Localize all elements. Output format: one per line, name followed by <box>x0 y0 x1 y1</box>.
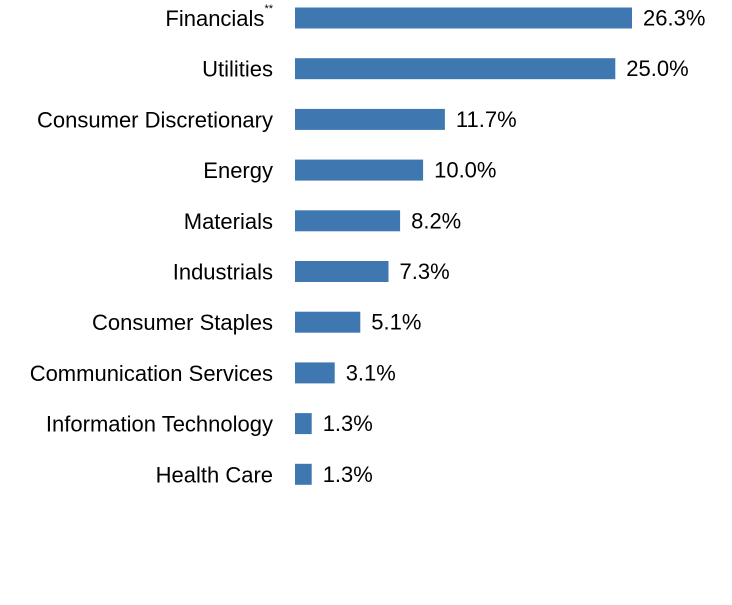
category-label-materials: Materials <box>184 208 273 233</box>
value-label-consumer-staples: 5.1% <box>371 310 421 335</box>
category-label-utilities: Utilities <box>202 56 273 81</box>
bar-industrials <box>295 261 389 282</box>
value-label-energy: 10.0% <box>434 158 496 183</box>
value-label-industrials: 7.3% <box>400 259 450 284</box>
value-label-utilities: 25.0% <box>626 56 688 81</box>
category-label-industrials: Industrials <box>173 259 273 284</box>
value-label-materials: 8.2% <box>411 208 461 233</box>
bar-consumer-discretionary <box>295 108 445 130</box>
value-label-communication-services: 3.1% <box>346 360 396 385</box>
value-label-financials: 26.3% <box>643 6 705 31</box>
bar-utilities <box>295 58 616 80</box>
bar-financials <box>295 7 632 29</box>
value-label-consumer-discretionary: 11.7% <box>456 107 517 132</box>
bar-communication-services <box>295 362 335 384</box>
category-label-information-technology: Information Technology <box>46 411 273 436</box>
category-label-financials: Financials** <box>165 3 273 31</box>
bar-consumer-staples <box>295 311 361 333</box>
bar-materials <box>295 210 401 232</box>
bar-energy <box>295 159 424 181</box>
category-label-energy: Energy <box>203 158 273 183</box>
value-label-health-care: 1.3% <box>323 462 373 487</box>
value-label-information-technology: 1.3% <box>323 411 373 436</box>
category-label-consumer-discretionary: Consumer Discretionary <box>37 107 273 132</box>
category-label-communication-services: Communication Services <box>30 360 273 385</box>
bar-information-technology <box>295 413 312 435</box>
category-label-consumer-staples: Consumer Staples <box>92 310 273 335</box>
category-label-health-care: Health Care <box>156 462 273 487</box>
bar-health-care <box>295 463 312 485</box>
